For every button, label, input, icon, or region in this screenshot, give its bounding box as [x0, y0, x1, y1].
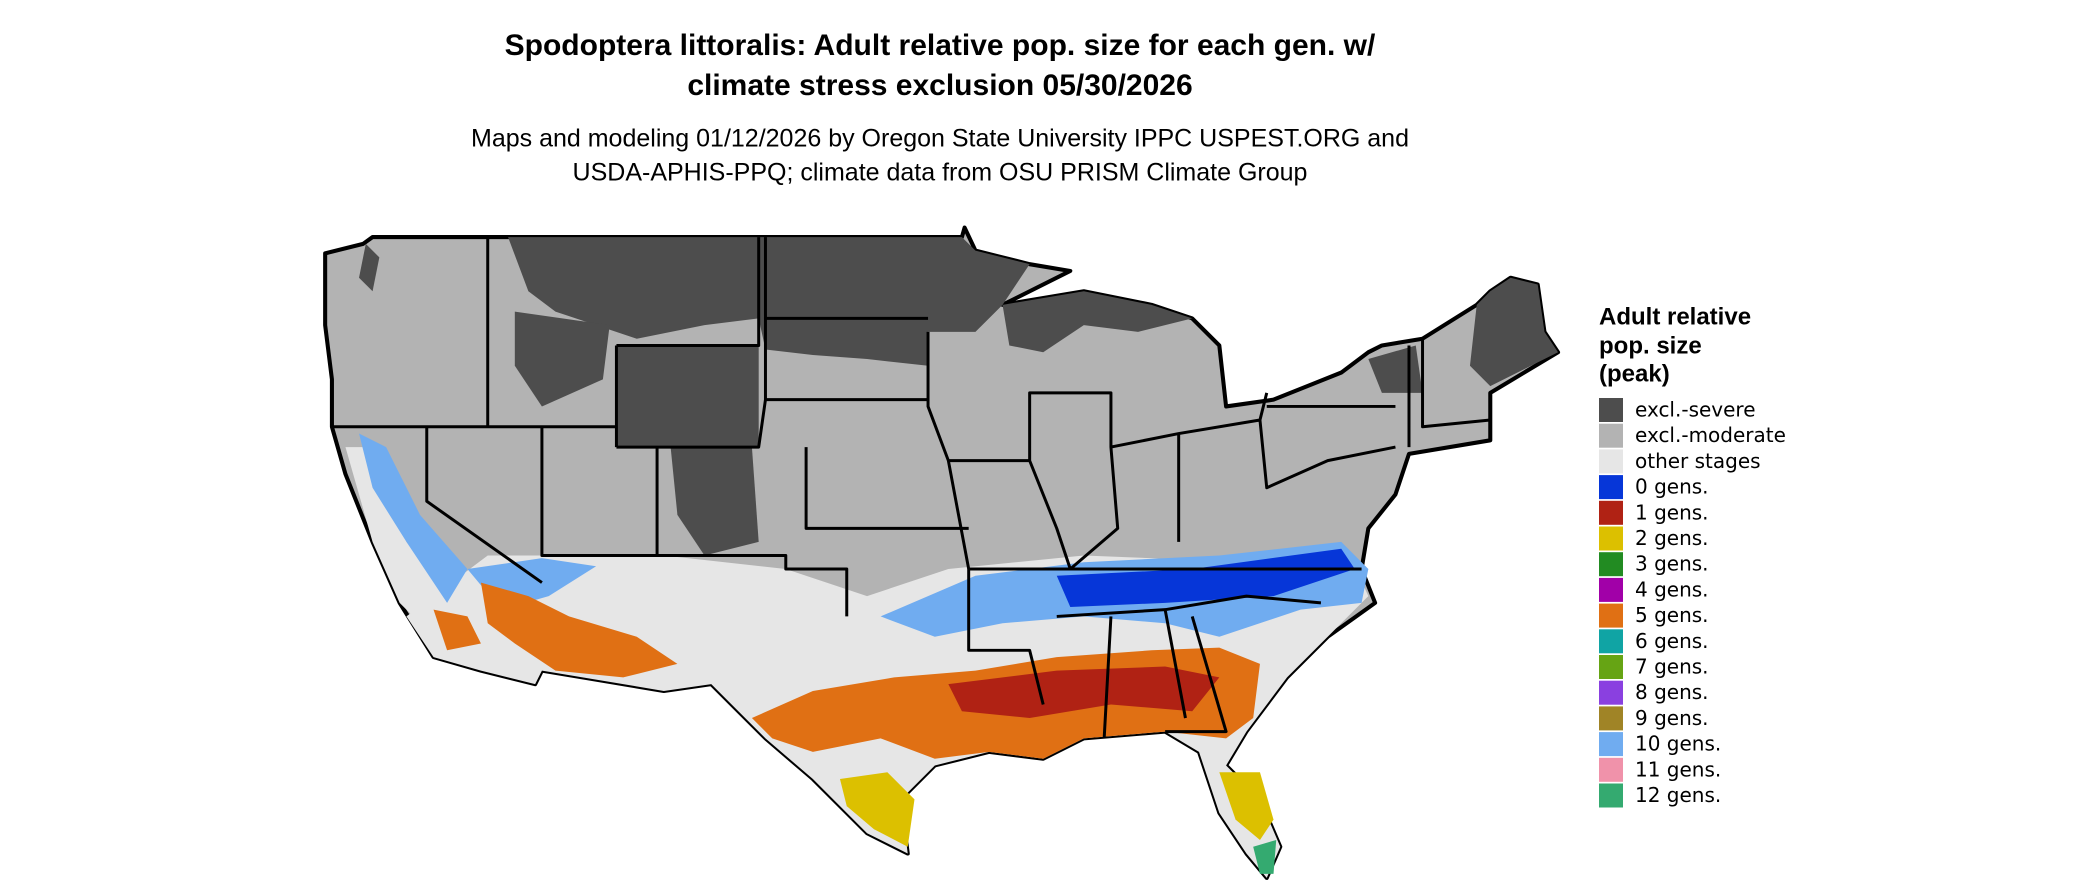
map-region	[480, 582, 678, 678]
legend-label: 6 gens.	[1635, 629, 1709, 653]
map-region	[1056, 548, 1355, 607]
us-map	[323, 225, 1561, 880]
legend-swatch	[1599, 706, 1623, 731]
legend-swatch	[1599, 526, 1623, 551]
legend-swatch	[1599, 475, 1623, 500]
legend-swatch	[1599, 449, 1623, 474]
legend-swatch	[1599, 680, 1623, 705]
legend-label: 3 gens.	[1635, 552, 1709, 576]
subtitle-line: Maps and modeling 01/12/2026 by Oregon S…	[471, 125, 1409, 153]
legend-label: 5 gens.	[1635, 603, 1709, 627]
legend-label: 9 gens.	[1635, 706, 1709, 730]
legend-title: Adult relative	[1599, 303, 1751, 330]
map-region	[1219, 772, 1274, 840]
map-region	[359, 243, 380, 292]
legend-swatch	[1599, 732, 1623, 757]
legend-label: 4 gens.	[1635, 577, 1709, 601]
legend-label: other stages	[1635, 449, 1761, 473]
map-region	[1253, 839, 1277, 874]
map-region	[345, 447, 448, 637]
legend-swatch	[1599, 757, 1623, 782]
legend-swatch	[1599, 629, 1623, 654]
state-border	[331, 237, 1491, 739]
legend-label: 7 gens.	[1635, 655, 1709, 679]
legend-swatch	[1599, 552, 1623, 577]
legend: Adult relative pop. size (peak) excl.-se…	[1599, 303, 1786, 808]
map-region	[359, 433, 468, 603]
legend-label: 12 gens.	[1635, 783, 1721, 807]
map-region	[616, 345, 759, 448]
legend-label: 2 gens.	[1635, 526, 1709, 550]
legend-label: 8 gens.	[1635, 680, 1709, 704]
legend-swatch	[1599, 398, 1623, 422]
legend-label: 0 gens.	[1635, 475, 1709, 499]
map-region	[1002, 291, 1193, 353]
map-region	[514, 311, 610, 407]
title-line: Spodoptera littoralis: Adult relative po…	[505, 29, 1376, 62]
legend-label: excl.-severe	[1635, 398, 1756, 422]
subtitle-line: USDA-APHIS-PPQ; climate data from OSU PR…	[573, 159, 1308, 187]
map-region	[670, 447, 759, 556]
legend-swatch	[1599, 500, 1623, 525]
legend-swatch	[1599, 603, 1623, 628]
title-line: climate stress exclusion 05/30/2026	[687, 69, 1192, 102]
legend-label: 11 gens.	[1635, 757, 1721, 781]
map-region	[508, 237, 1030, 366]
legend-swatch	[1599, 783, 1623, 808]
legend-title: pop. size	[1599, 332, 1702, 359]
legend-label: 1 gens.	[1635, 500, 1709, 524]
legend-label: excl.-moderate	[1635, 423, 1786, 447]
legend-swatch	[1599, 423, 1623, 448]
map-region	[1469, 277, 1559, 387]
legend-swatch	[1599, 577, 1623, 602]
legend-label: 10 gens.	[1635, 732, 1721, 756]
map-region	[839, 772, 915, 847]
map-region	[948, 666, 1220, 719]
legend-swatch	[1599, 655, 1623, 679]
legend-title: (peak)	[1599, 360, 1670, 387]
